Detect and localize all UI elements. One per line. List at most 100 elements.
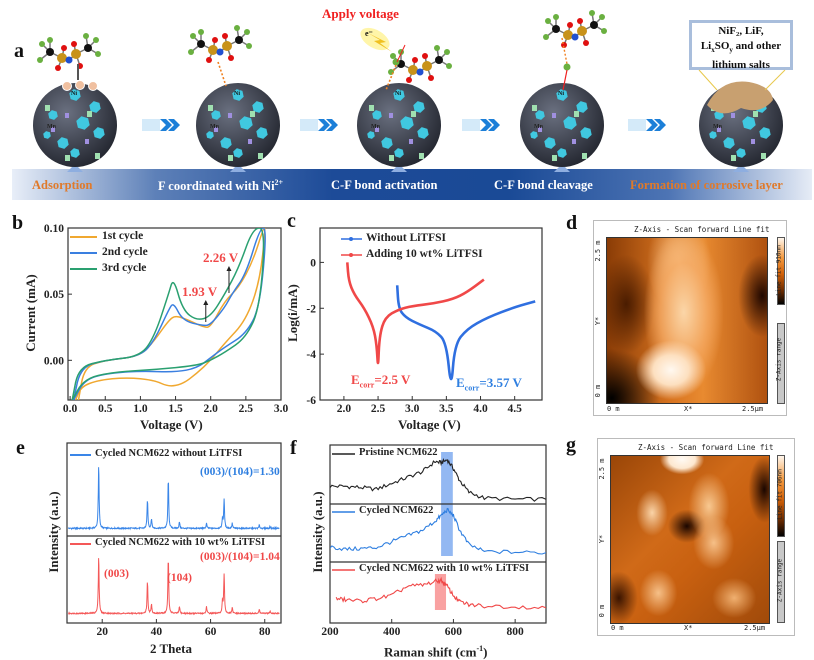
mn-label: Mn — [371, 124, 381, 130]
afm-z-range-label: Z-Axis range — [776, 558, 784, 603]
cobalt-site — [411, 111, 416, 117]
atom — [84, 44, 92, 52]
mn-label: Mn — [210, 124, 220, 130]
atom — [57, 53, 67, 63]
afm-z-range — [777, 541, 785, 623]
b-y-axis-title: Current (mA) — [23, 274, 38, 352]
cobalt-site — [258, 153, 263, 159]
atom — [71, 49, 81, 59]
cleaved-bond — [561, 37, 568, 65]
cobalt-site — [208, 105, 213, 111]
cobalt-site — [552, 155, 557, 161]
salt-text: Li — [700, 40, 712, 52]
atom — [416, 68, 424, 76]
atom — [216, 48, 224, 56]
nickel-site-hexagon — [556, 89, 568, 101]
x-tick-label: 4.0 — [473, 403, 488, 415]
plot-area — [71, 228, 266, 400]
y-tick-label: 0.05 — [44, 289, 64, 301]
afm-y-label: 2.5 m — [598, 458, 606, 480]
manganese-site — [538, 127, 542, 132]
atom — [47, 37, 53, 43]
atom — [577, 18, 583, 24]
atom — [422, 61, 432, 71]
mn-label: Mn — [47, 124, 57, 130]
afm-colorbar-label: Line fit 706nm — [776, 469, 784, 520]
plot-frame — [319, 227, 543, 401]
y-tick-label: 0.10 — [44, 223, 64, 235]
c-y-axis-title: Log(i/mA) — [285, 284, 300, 342]
nickel-site-hexagon — [576, 101, 588, 113]
panel-label-e: e — [16, 437, 25, 459]
pointer-triangle — [733, 164, 749, 172]
nickel-site-hexagon — [723, 137, 735, 149]
annotation-2-26v: 2.26 V — [203, 250, 239, 265]
salt-text: and other — [732, 40, 782, 52]
atom — [188, 49, 194, 55]
nickel-site-hexagon — [535, 110, 545, 120]
electron-glow — [360, 27, 390, 51]
cobalt-site — [369, 105, 374, 111]
x-tick-label: 2.5 — [239, 403, 254, 415]
x-tick-label: 2.0 — [204, 403, 219, 415]
f-xlabel-sup: -1 — [476, 644, 484, 653]
process-arrow-icon — [462, 119, 500, 131]
atom — [246, 43, 252, 49]
peak-003-label: (003) — [104, 568, 129, 580]
nickel-site-hexagon — [48, 110, 58, 120]
f-y-axis-title: Intensity (a.u.) — [310, 491, 325, 573]
cobalt-site — [761, 153, 766, 159]
atom — [543, 34, 549, 40]
atom — [197, 40, 205, 48]
coordination-bond — [217, 61, 227, 87]
nickel-site-hexagon — [742, 116, 756, 130]
cobalt-site — [582, 153, 587, 159]
x-tick-label: 0.0 — [63, 403, 78, 415]
xrd-pattern-2 — [67, 558, 280, 616]
cv-curve-3 — [71, 228, 265, 400]
tafel-curve-1 — [395, 285, 536, 381]
afm-y-label: Y* — [594, 316, 602, 326]
peak-104-label: (104) — [167, 572, 192, 584]
callout-line — [698, 69, 718, 91]
panel-label-d: d — [566, 212, 578, 234]
atom — [228, 55, 234, 61]
legend-marker — [349, 253, 353, 257]
x-tick-label: 600 — [445, 626, 463, 638]
atom — [46, 48, 54, 56]
x-tick-label: 80 — [259, 626, 271, 638]
x-tick-label: 4.5 — [507, 403, 522, 415]
afm-y-label: 0 m — [598, 604, 606, 618]
nickel-site-hexagon — [70, 148, 80, 158]
afm-y-label: Y* — [598, 534, 606, 544]
particle-1: Ni Mn — [33, 83, 117, 172]
x-tick-label: 3.0 — [405, 403, 420, 415]
atom — [55, 65, 61, 71]
adsorption-atom — [75, 80, 85, 90]
adsorption-atom — [88, 81, 98, 91]
nickel-site-hexagon — [413, 101, 425, 113]
atom — [599, 14, 605, 20]
nickel-site-hexagon — [206, 131, 214, 139]
process-arrow-icon — [628, 119, 666, 131]
pointer-triangle — [554, 164, 570, 172]
step-label: C-F bond cleavage — [494, 178, 593, 192]
step-label: C-F bond activation — [331, 178, 438, 192]
atom — [444, 49, 450, 55]
nickel-site-hexagon — [557, 148, 567, 158]
x-tick-label: 2.5 — [371, 403, 386, 415]
atom — [422, 53, 428, 59]
cobalt-site — [731, 155, 736, 161]
afm-x-label: 0 m — [611, 624, 624, 632]
step-adsorption: Adsorption — [32, 178, 92, 193]
highlight-band-red — [434, 574, 447, 610]
y-tick-label: 0.00 — [44, 355, 64, 367]
ecorr-symbol: E — [456, 375, 465, 390]
atom — [222, 41, 232, 51]
x-tick-label: 1.5 — [168, 403, 183, 415]
arrow-head — [203, 300, 209, 305]
atom — [71, 41, 77, 47]
atom — [435, 56, 443, 64]
x-tick-label: 3.5 — [439, 403, 454, 415]
nickel-site-hexagon — [232, 89, 244, 101]
